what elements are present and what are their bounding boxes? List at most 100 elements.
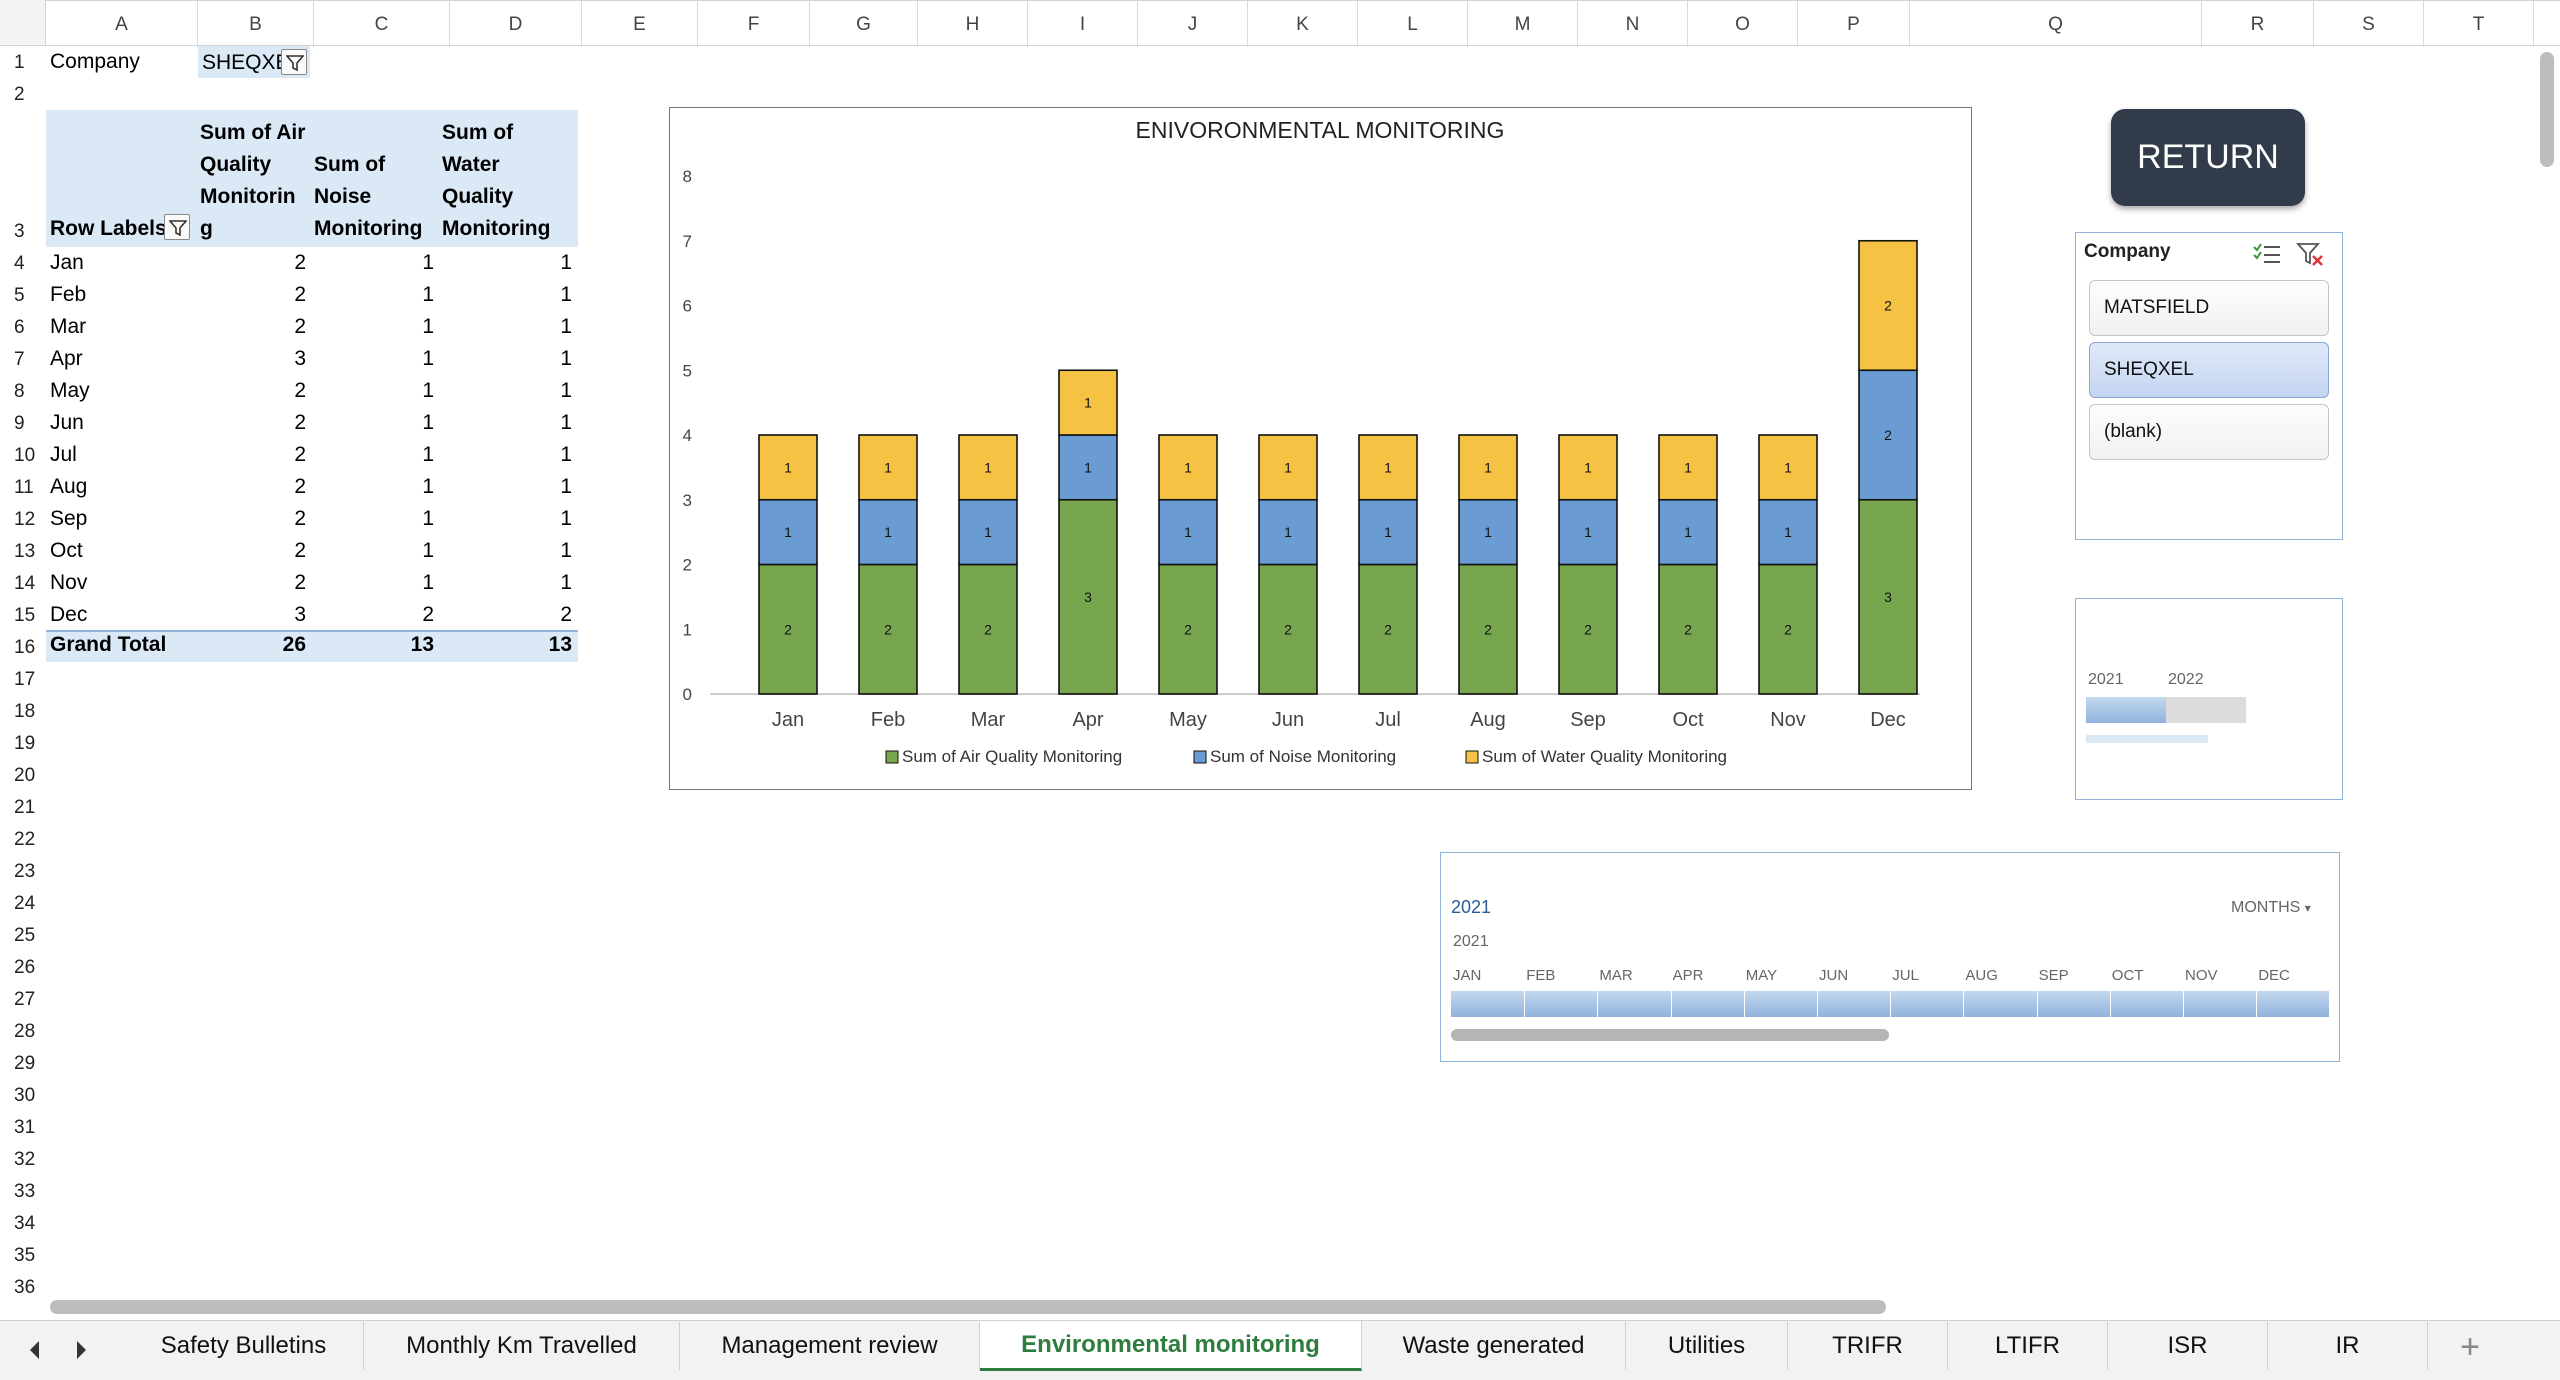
row-header-10[interactable]: 10 bbox=[14, 445, 36, 466]
row-header-22[interactable]: 22 bbox=[14, 829, 36, 850]
row-header-35[interactable]: 35 bbox=[14, 1245, 36, 1266]
row-header-11[interactable]: 11 bbox=[14, 477, 34, 498]
row-header-24[interactable]: 24 bbox=[14, 893, 36, 914]
filter-dropdown-button[interactable] bbox=[281, 49, 307, 75]
row-header-6[interactable]: 6 bbox=[14, 317, 25, 338]
row-header-21[interactable]: 21 bbox=[14, 797, 36, 818]
month-label-nov[interactable]: NOV bbox=[2185, 967, 2218, 984]
sheet-tab-ir[interactable]: IR bbox=[2268, 1322, 2428, 1370]
month-timeline-bar[interactable] bbox=[1451, 991, 2329, 1017]
row-header-30[interactable]: 30 bbox=[14, 1085, 36, 1106]
row-header-17[interactable]: 17 bbox=[14, 669, 36, 690]
column-header-d[interactable]: D bbox=[450, 1, 582, 47]
bar-segment bbox=[758, 434, 818, 501]
month-label-mar[interactable]: MAR bbox=[1599, 967, 1633, 984]
sheet-tab-ltifr[interactable]: LTIFR bbox=[1948, 1322, 2108, 1370]
row-header-26[interactable]: 26 bbox=[14, 957, 36, 978]
column-header-s[interactable]: S bbox=[2314, 1, 2424, 47]
clear-filter-icon[interactable] bbox=[2295, 241, 2326, 267]
month-label-oct[interactable]: OCT bbox=[2111, 967, 2144, 984]
column-header-t[interactable]: T bbox=[2424, 1, 2534, 47]
vertical-scrollbar[interactable] bbox=[2540, 52, 2554, 167]
month-label-dec[interactable]: DEC bbox=[2258, 967, 2290, 984]
sheet-tab-safety-bulletins[interactable]: Safety Bulletins bbox=[124, 1322, 364, 1370]
row-header-3[interactable]: 3 bbox=[14, 221, 25, 242]
sheet-tab-utilities[interactable]: Utilities bbox=[1626, 1322, 1788, 1370]
slicer-item-blank[interactable]: (blank) bbox=[2089, 404, 2329, 460]
column-header-k[interactable]: K bbox=[1248, 1, 1358, 47]
row-header-16[interactable]: 16 bbox=[14, 637, 36, 658]
add-sheet-button[interactable]: + bbox=[2460, 1328, 2480, 1366]
row-header-12[interactable]: 12 bbox=[14, 509, 36, 530]
column-header-p[interactable]: P bbox=[1798, 1, 1910, 47]
row-header-2[interactable]: 2 bbox=[14, 84, 25, 105]
slicer-item-sheqxel[interactable]: SHEQXEL bbox=[2089, 342, 2329, 398]
next-sheet-arrow-icon[interactable] bbox=[66, 1335, 96, 1365]
year-bar-2021[interactable] bbox=[2086, 697, 2166, 723]
environmental-monitoring-chart[interactable]: ENIVORONMENTAL MONITORING 0 1 2 3 4 5 6 7 8 2 1 1 Jan… bbox=[669, 107, 1972, 790]
column-header-g[interactable]: G bbox=[810, 1, 918, 47]
row-header-14[interactable]: 14 bbox=[14, 573, 36, 594]
row-header-1[interactable]: 1 bbox=[14, 52, 25, 73]
column-header-h[interactable]: H bbox=[918, 1, 1028, 47]
column-header-f[interactable]: F bbox=[698, 1, 810, 47]
sheet-tab-monthly-km-travelled[interactable]: Monthly Km Travelled bbox=[364, 1322, 680, 1370]
row-header-25[interactable]: 25 bbox=[14, 925, 36, 946]
prev-sheet-arrow-icon[interactable] bbox=[20, 1335, 50, 1365]
row-header-9[interactable]: 9 bbox=[14, 413, 25, 434]
row-header-27[interactable]: 27 bbox=[14, 989, 36, 1010]
column-header-e[interactable]: E bbox=[582, 1, 698, 47]
month-label-jan[interactable]: JAN bbox=[1453, 967, 1482, 984]
row-header-4[interactable]: 4 bbox=[14, 253, 25, 274]
row-header-28[interactable]: 28 bbox=[14, 1021, 36, 1042]
row-header-5[interactable]: 5 bbox=[14, 285, 25, 306]
sheet-tab-isr[interactable]: ISR bbox=[2108, 1322, 2268, 1370]
row-header-20[interactable]: 20 bbox=[14, 765, 36, 786]
return-button[interactable]: RETURN bbox=[2111, 109, 2305, 206]
row-header-15[interactable]: 15 bbox=[14, 605, 36, 626]
row-header-19[interactable]: 19 bbox=[14, 733, 36, 754]
row-header-18[interactable]: 18 bbox=[14, 701, 36, 722]
month-label-jun[interactable]: JUN bbox=[1819, 967, 1849, 984]
column-header-l[interactable]: L bbox=[1358, 1, 1468, 47]
row-header-33[interactable]: 33 bbox=[14, 1181, 36, 1202]
row-header-34[interactable]: 34 bbox=[14, 1213, 36, 1234]
row-header-13[interactable]: 13 bbox=[14, 541, 36, 562]
month-label-jul[interactable]: JUL bbox=[1892, 967, 1919, 984]
column-header-m[interactable]: M bbox=[1468, 1, 1578, 47]
row-header-8[interactable]: 8 bbox=[14, 381, 25, 402]
select-all-corner[interactable] bbox=[0, 0, 46, 46]
row-labels-filter-button[interactable] bbox=[164, 214, 190, 240]
sheet-tab-waste-generated[interactable]: Waste generated bbox=[1362, 1322, 1626, 1370]
column-header-r[interactable]: R bbox=[2202, 1, 2314, 47]
column-header-i[interactable]: I bbox=[1028, 1, 1138, 47]
sheet-tab-trifr[interactable]: TRIFR bbox=[1788, 1322, 1948, 1370]
row-header-32[interactable]: 32 bbox=[14, 1149, 36, 1170]
row-header-29[interactable]: 29 bbox=[14, 1053, 36, 1074]
month-timeline-level[interactable]: MONTHS ▾ bbox=[2231, 899, 2311, 917]
month-timeline-scrollbar[interactable] bbox=[1451, 1029, 1889, 1041]
row-header-7[interactable]: 7 bbox=[14, 349, 25, 370]
multi-select-icon[interactable] bbox=[2252, 241, 2282, 267]
column-header-n[interactable]: N bbox=[1578, 1, 1688, 47]
row-header-36[interactable]: 36 bbox=[14, 1277, 36, 1298]
column-header-q[interactable]: Q bbox=[1910, 1, 2202, 47]
row-header-23[interactable]: 23 bbox=[14, 861, 36, 882]
month-label-apr[interactable]: APR bbox=[1672, 967, 1704, 984]
column-header-c[interactable]: C bbox=[314, 1, 450, 47]
month-label-may[interactable]: MAY bbox=[1745, 967, 1778, 984]
sheet-tab-environmental-monitoring[interactable]: Environmental monitoring bbox=[980, 1321, 1362, 1371]
slicer-item-matsfield[interactable]: MATSFIELD bbox=[2089, 280, 2329, 336]
sheet-tab-management-review[interactable]: Management review bbox=[680, 1322, 980, 1370]
horizontal-scrollbar[interactable] bbox=[50, 1300, 1886, 1314]
month-label-feb[interactable]: FEB bbox=[1526, 967, 1556, 984]
column-header-b[interactable]: B bbox=[198, 1, 314, 47]
year-timeline-scrollbar[interactable] bbox=[2086, 735, 2208, 743]
month-label-sep[interactable]: SEP bbox=[2038, 967, 2069, 984]
column-header-a[interactable]: A bbox=[46, 1, 198, 47]
column-header-o[interactable]: O bbox=[1688, 1, 1798, 47]
column-header-j[interactable]: J bbox=[1138, 1, 1248, 47]
year-bar-2022[interactable] bbox=[2166, 697, 2246, 723]
month-label-aug[interactable]: AUG bbox=[1965, 967, 1998, 984]
row-header-31[interactable]: 31 bbox=[14, 1117, 36, 1138]
